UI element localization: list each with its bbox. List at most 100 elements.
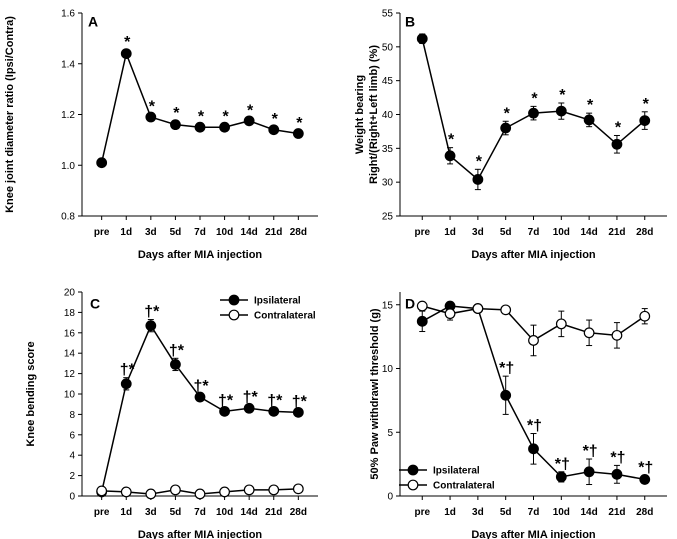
x-tick-label: 14d <box>241 227 258 238</box>
y-axis-label: Knee joint diameter ratio (Ipsi/Contra) <box>4 16 16 213</box>
x-tick-label: 7d <box>528 507 540 518</box>
significance-mark: *† <box>555 456 570 473</box>
significance-mark: * <box>615 119 622 136</box>
y-tick-label: 1.6 <box>61 9 75 20</box>
data-point <box>416 300 428 312</box>
y-tick-label: 10 <box>64 390 76 401</box>
y-tick-label: 55 <box>382 9 394 20</box>
significance-mark: * <box>559 87 566 104</box>
significance-mark: †* <box>243 389 259 406</box>
data-point <box>583 114 595 126</box>
significance-mark: *† <box>527 418 542 435</box>
data-point <box>194 488 206 500</box>
significance-mark: * <box>149 99 156 116</box>
significance-mark: * <box>504 105 511 122</box>
data-point <box>639 310 651 322</box>
y-tick-label: 5 <box>387 428 393 439</box>
legend-marker <box>407 479 419 491</box>
legend-label: Ipsilateral <box>254 296 301 307</box>
significance-mark: * <box>124 34 131 51</box>
y-tick-label: 14 <box>64 349 76 360</box>
data-point <box>268 124 280 136</box>
data-point <box>555 105 567 117</box>
data-point <box>528 335 539 346</box>
y-tick-label: 0 <box>387 492 393 503</box>
data-point <box>500 122 512 134</box>
data-point <box>243 402 255 414</box>
data-point <box>219 121 230 133</box>
data-point <box>219 405 230 417</box>
data-point <box>194 121 206 133</box>
y-tick-label: 1.2 <box>61 110 75 121</box>
data-point <box>583 327 595 339</box>
y-tick-label: 40 <box>382 110 394 121</box>
data-point <box>611 329 623 341</box>
y-tick-label: 18 <box>64 308 76 319</box>
data-point <box>555 318 567 330</box>
x-tick-label: 14d <box>581 507 598 518</box>
x-tick-label: 3d <box>472 507 484 518</box>
panel-C: 0 2 4 6 8 10 12 14 16 18 20 pre 1d 3d 5d 7d 10d 14d 21d 28d… <box>25 288 318 539</box>
y-tick-label: 1.4 <box>61 59 75 70</box>
significance-mark: †* <box>120 362 136 379</box>
x-tick-label: 21d <box>608 227 625 238</box>
x-tick-label: 1d <box>120 227 132 238</box>
data-point <box>292 406 304 418</box>
x-tick-label: 5d <box>500 507 512 518</box>
x-tick-label: 7d <box>194 227 206 238</box>
x-tick-label: 28d <box>636 507 653 518</box>
significance-mark: †* <box>292 393 308 410</box>
y-tick-label: 15 <box>382 300 394 311</box>
series-contralateral <box>416 300 651 357</box>
significance-mark: * <box>222 109 229 126</box>
y-axis-label: 50% Paw withdrawl threshold (g) <box>369 308 381 479</box>
x-axis-label: Days after MIA injection <box>471 249 596 261</box>
data-point <box>583 466 595 478</box>
x-tick-label: 7d <box>194 507 206 518</box>
y-tick-label: 0.8 <box>61 212 75 223</box>
data-point <box>243 484 255 496</box>
data-point <box>96 485 108 497</box>
data-point <box>416 315 428 327</box>
data-point <box>472 303 484 314</box>
data-point <box>170 484 181 496</box>
y-tick-label: 16 <box>64 328 76 339</box>
legend-marker <box>407 464 419 476</box>
y-axis-label: Weight bearing Right/(Right+Left limb) (%… <box>354 45 380 184</box>
panel-label: D <box>405 295 415 311</box>
data-point <box>120 48 132 59</box>
data-point <box>611 138 623 150</box>
panel-B: 25 30 35 40 45 50 55 pre 1d 3d 5d 7d 10d 14d 21d 28d Day… <box>354 9 667 261</box>
data-point <box>444 150 456 162</box>
significance-mark: *† <box>499 360 514 377</box>
data-point <box>292 128 304 139</box>
legend-marker <box>228 294 240 306</box>
x-tick-label: 28d <box>290 227 307 238</box>
x-tick-label: 10d <box>553 507 570 518</box>
significance-mark: * <box>643 96 650 113</box>
data-point <box>472 174 484 185</box>
series-ipsilateral: *† *† *† *† *† *† <box>416 300 653 486</box>
significance-mark: * <box>173 105 180 122</box>
data-point <box>268 405 280 417</box>
y-tick-label: 8 <box>69 410 75 421</box>
significance-mark: †* <box>169 342 185 359</box>
data-point <box>500 304 512 316</box>
y-axis-label: Knee bending score <box>25 341 37 446</box>
x-axis-label: Days after MIA injection <box>138 529 263 539</box>
x-axis-label: Days after MIA injection <box>471 529 596 539</box>
data-point <box>639 474 651 485</box>
data-point <box>120 378 132 390</box>
data-point <box>219 486 230 498</box>
x-tick-label: 1d <box>120 507 132 518</box>
series-ipsilateral: †* †* †* †* †* †* †* †* <box>96 304 308 498</box>
data-point <box>268 484 280 496</box>
significance-mark: †* <box>193 378 209 395</box>
data-point <box>170 119 181 131</box>
significance-mark: *† <box>638 460 653 477</box>
significance-mark: * <box>296 115 303 132</box>
data-point <box>528 107 539 119</box>
x-tick-label: 3d <box>472 227 484 238</box>
data-point <box>611 468 623 480</box>
